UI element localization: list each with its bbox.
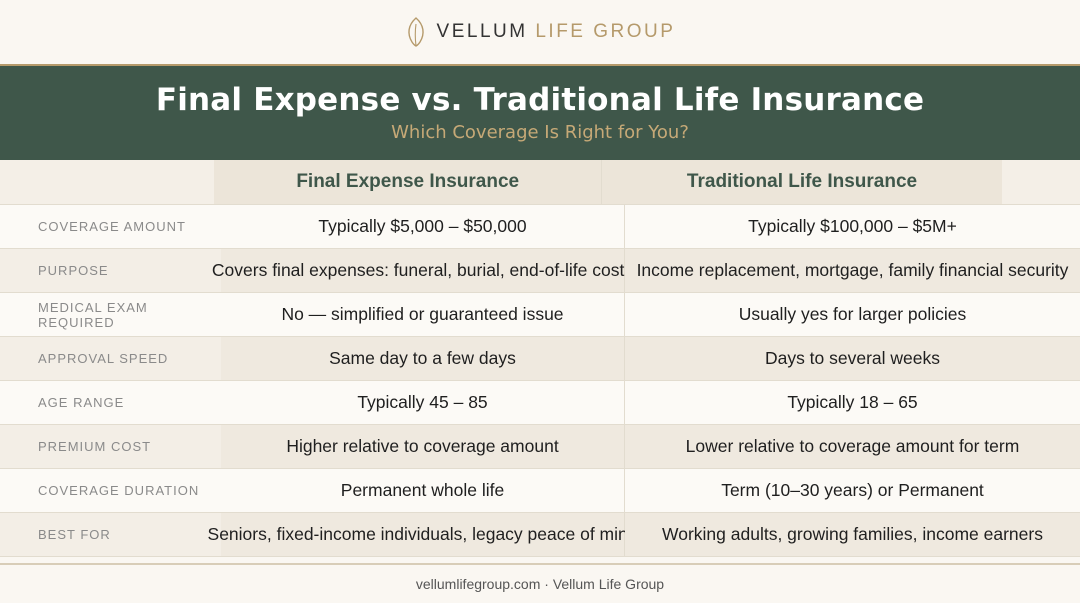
row-label: APPROVAL SPEED xyxy=(38,351,169,366)
title-band: Final Expense vs. Traditional Life Insur… xyxy=(0,64,1080,160)
traditional-life-cell: Income replacement, mortgage, family fin… xyxy=(625,249,1080,292)
page-title: Final Expense vs. Traditional Life Insur… xyxy=(155,82,925,118)
brand-name-primary: VELLUM xyxy=(436,21,528,42)
final-expense-cell: Typically 45 – 85 xyxy=(221,381,625,424)
row-label: COVERAGE AMOUNT xyxy=(38,219,186,234)
table-row: MEDICAL EXAM REQUIRED No — simplified or… xyxy=(0,293,1080,337)
footer-text: vellumlifegroup.com · Vellum Life Group xyxy=(415,576,665,592)
leaf-icon xyxy=(405,16,427,48)
traditional-life-cell: Days to several weeks xyxy=(625,337,1080,380)
table-row: BEST FOR Seniors, fixed-income individua… xyxy=(0,513,1080,557)
final-expense-cell: Same day to a few days xyxy=(221,337,625,380)
traditional-life-cell: Usually yes for larger policies xyxy=(738,304,967,324)
table-row: AGE RANGE Typically 45 – 85 Typically 18… xyxy=(0,381,1080,425)
row-label: PREMIUM COST xyxy=(38,439,152,454)
comparison-table: Final Expense Insurance Traditional Life… xyxy=(0,160,1080,557)
page-subtitle: Which Coverage Is Right for You? xyxy=(391,122,689,143)
row-label: BEST FOR xyxy=(38,527,111,542)
table-row: COVERAGE DURATION Permanent whole life T… xyxy=(0,469,1080,513)
header-label-cell xyxy=(0,160,214,204)
traditional-life-cell: Typically $100,000 – $5M+ xyxy=(748,216,957,236)
traditional-life-cell: Term (10–30 years) or Permanent xyxy=(721,480,984,500)
header-pad-cell xyxy=(1041,160,1080,204)
row-label: MEDICAL EXAM REQUIRED xyxy=(38,299,148,330)
final-expense-cell: No — simplified or guaranteed issue xyxy=(221,293,625,336)
row-label: AGE RANGE xyxy=(38,395,125,410)
table-row: COVERAGE AMOUNT Typically $5,000 – $50,0… xyxy=(0,205,1080,249)
table-row: APPROVAL SPEED Same day to a few days Da… xyxy=(0,337,1080,381)
brand-bar: VELLUM LIFE GROUP xyxy=(0,0,1080,64)
final-expense-cell: Seniors, fixed-income individuals, legac… xyxy=(208,513,637,556)
footer: vellumlifegroup.com · Vellum Life Group xyxy=(0,563,1080,603)
column-header-traditional-life: Traditional Life Insurance xyxy=(602,160,1002,204)
brand-name-accent: LIFE GROUP xyxy=(535,21,676,42)
row-label: COVERAGE DURATION xyxy=(38,483,200,498)
traditional-life-cell: Typically 18 – 65 xyxy=(787,392,918,412)
final-expense-cell: Covers final expenses: funeral, burial, … xyxy=(212,249,633,292)
final-expense-cell: Higher relative to coverage amount xyxy=(221,425,625,468)
table-row: PREMIUM COST Higher relative to coverage… xyxy=(0,425,1080,469)
column-header-final-expense: Final Expense Insurance xyxy=(213,160,603,204)
traditional-life-cell: Working adults, growing families, income… xyxy=(625,513,1080,556)
table-row: PURPOSE Covers final expenses: funeral, … xyxy=(0,249,1080,293)
final-expense-cell: Permanent whole life xyxy=(221,469,625,512)
table-header-row: Final Expense Insurance Traditional Life… xyxy=(0,160,1080,205)
brand-name: VELLUM LIFE GROUP xyxy=(437,21,676,43)
traditional-life-cell: Lower relative to coverage amount for te… xyxy=(625,425,1080,468)
final-expense-cell: Typically $5,000 – $50,000 xyxy=(221,205,625,248)
row-label: PURPOSE xyxy=(38,263,109,278)
